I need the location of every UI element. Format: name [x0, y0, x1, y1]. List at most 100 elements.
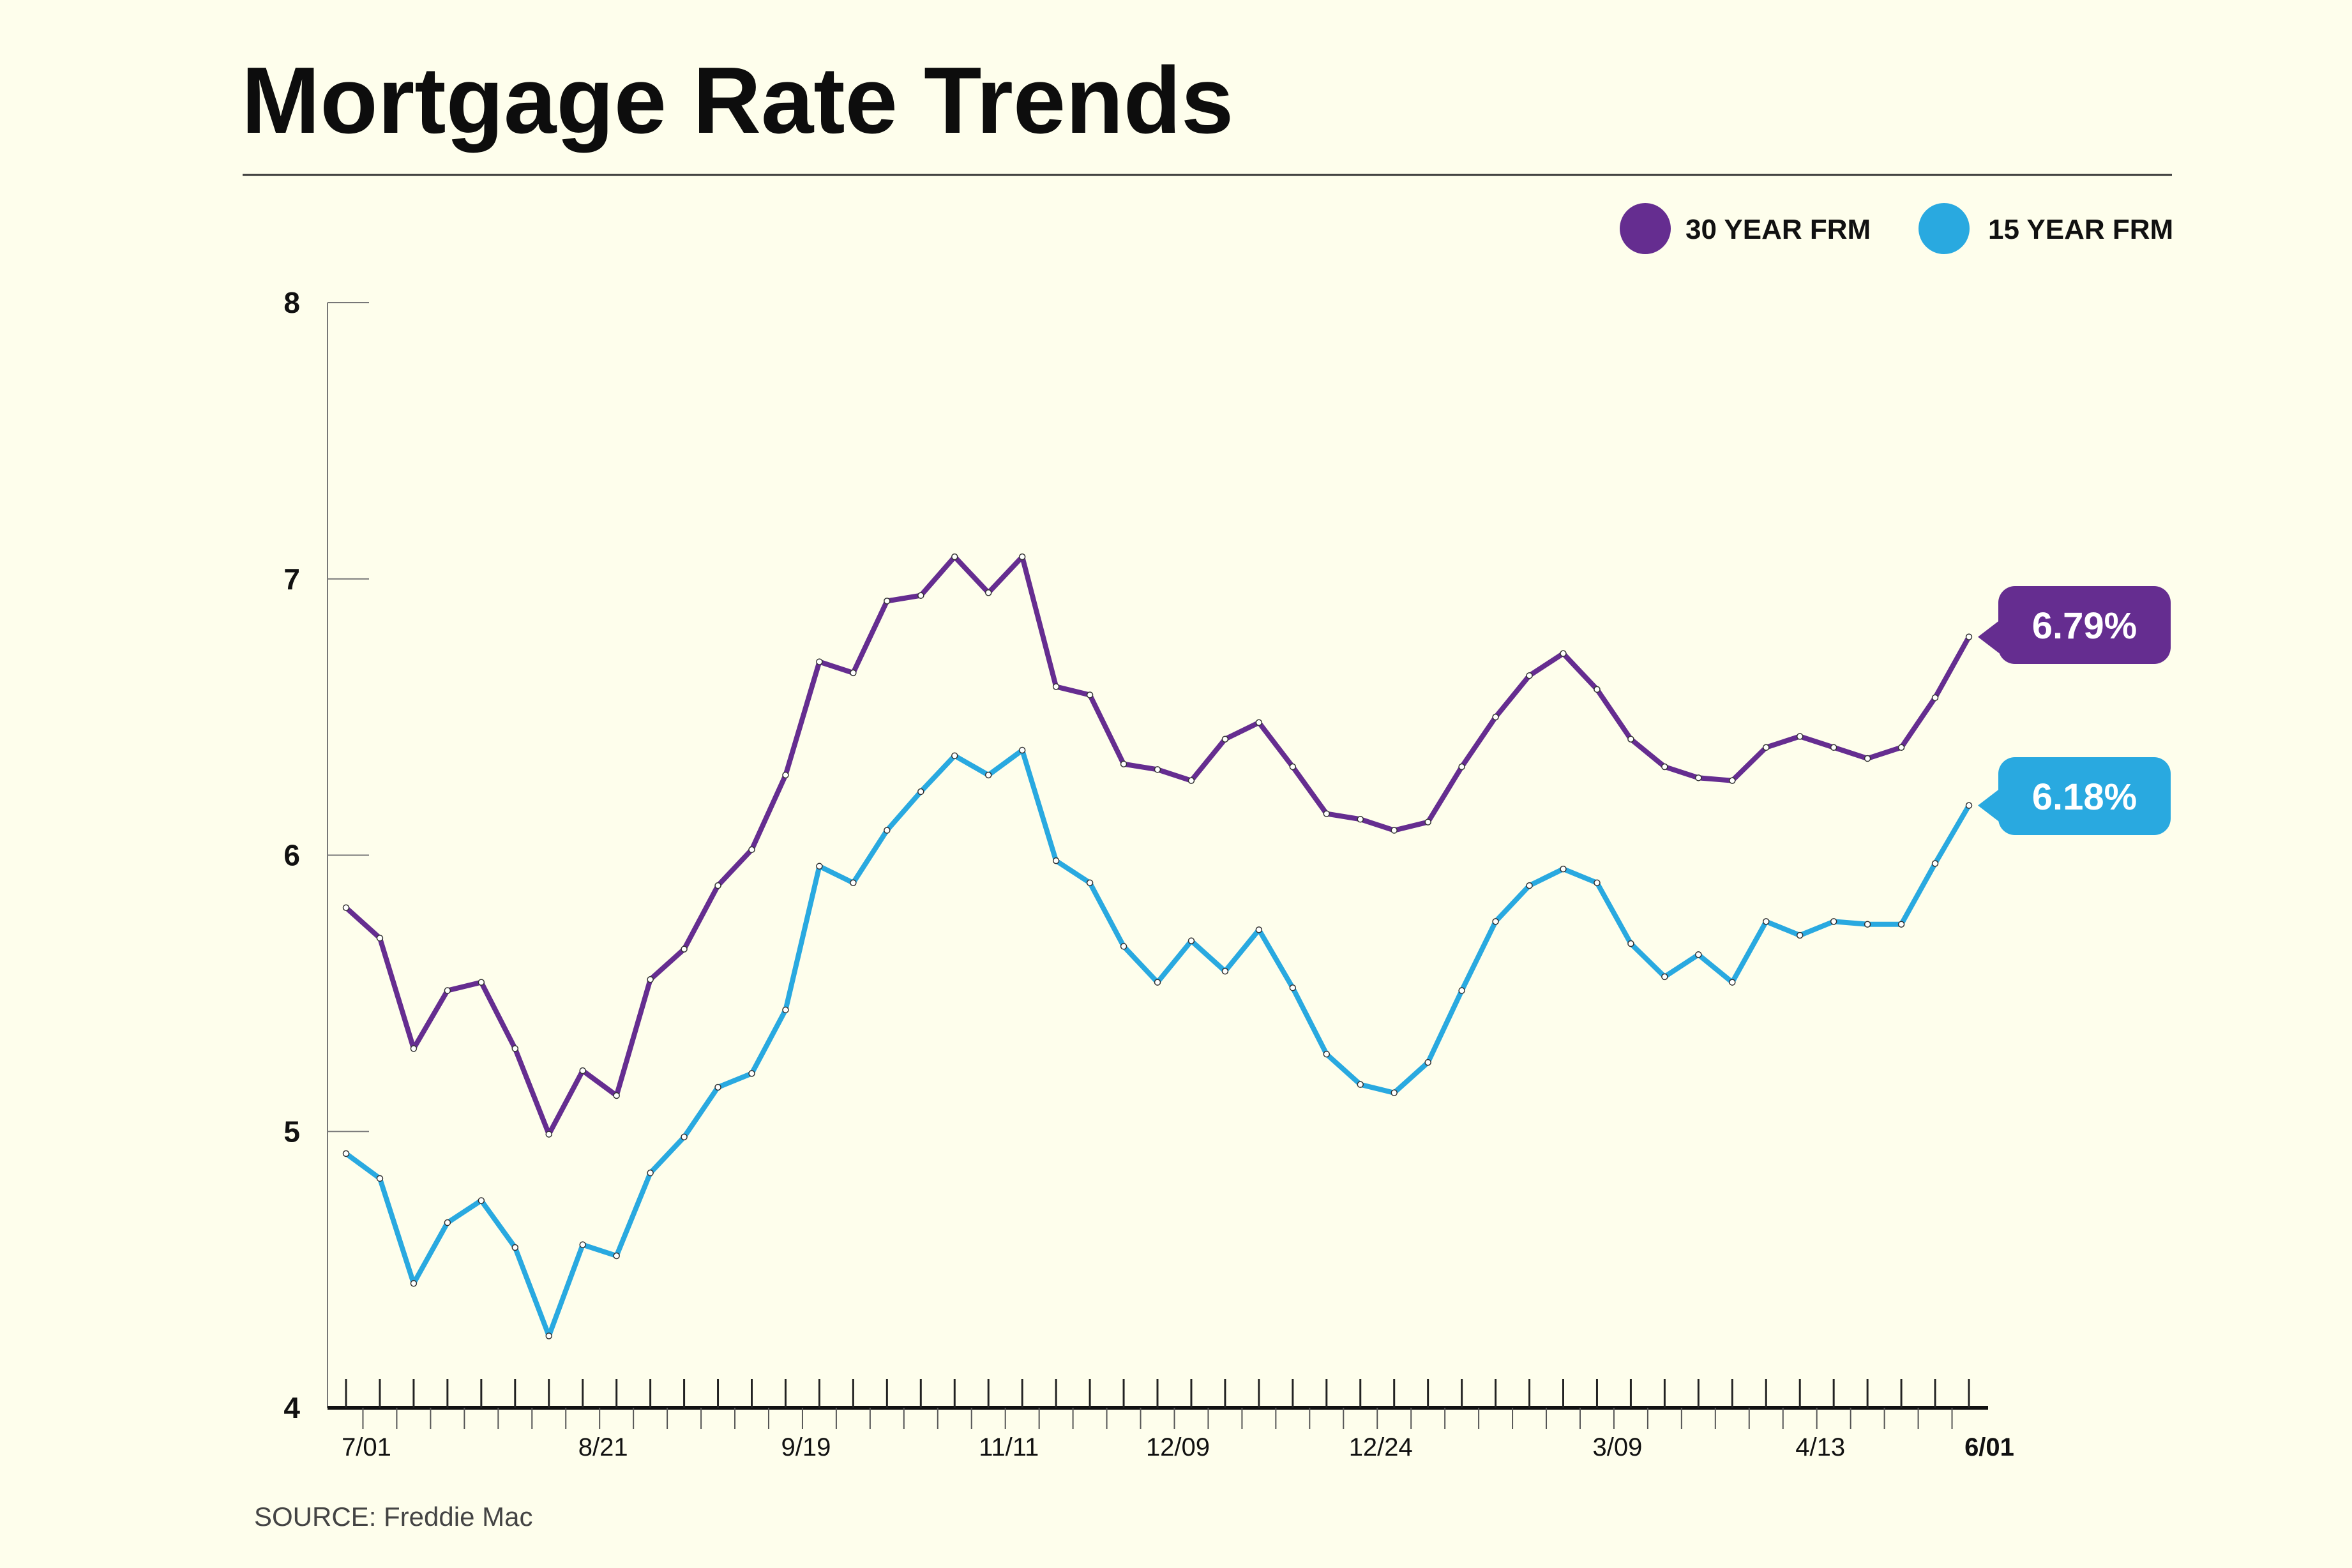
data-point: [545, 1131, 552, 1138]
data-point: [342, 1150, 350, 1157]
data-point: [1661, 763, 1668, 771]
data-point: [850, 669, 857, 677]
y-tick-label-6: 6: [283, 839, 300, 872]
data-point: [1931, 694, 1939, 702]
data-point: [1830, 918, 1837, 925]
data-point: [1695, 774, 1702, 781]
data-point: [1018, 553, 1026, 561]
data-point: [1729, 777, 1736, 784]
data-point: [1492, 918, 1499, 925]
data-point: [1965, 633, 1973, 640]
data-point: [748, 846, 755, 854]
data-point: [511, 1045, 519, 1052]
legend-label-15-year: 15 YEAR FRM: [1988, 214, 2173, 245]
callout-value-30-year: 6.79%: [2032, 605, 2137, 647]
data-point: [1492, 713, 1499, 721]
y-tick-label-5: 5: [283, 1115, 300, 1148]
data-point: [1560, 865, 1567, 873]
data-point: [1391, 1089, 1398, 1096]
data-point: [1323, 810, 1331, 817]
data-point: [714, 1083, 721, 1091]
data-point: [748, 1070, 755, 1077]
data-point: [1424, 818, 1431, 825]
data-point: [1255, 926, 1263, 933]
data-point: [1729, 979, 1736, 986]
y-tick-label-4: 4: [283, 1391, 300, 1424]
x-tick-label-3-09: 3/09: [1593, 1433, 1643, 1461]
data-point: [1289, 763, 1297, 771]
x-tick-label-9-19: 9/19: [781, 1433, 831, 1461]
data-point: [478, 979, 485, 986]
data-point: [647, 976, 654, 983]
data-point: [884, 598, 891, 605]
series-line-30-year: [343, 554, 1971, 1137]
data-point: [376, 935, 384, 942]
data-point: [613, 1252, 620, 1260]
callout-box-30-year: [1998, 586, 2171, 664]
axes: 8 7 6 5 4 7/01 8/21 9/19 11/11 12/09 12/24 3/09 4/13…: [283, 286, 2014, 1461]
data-point: [1526, 882, 1533, 889]
data-point: [647, 1169, 654, 1177]
data-point: [1052, 683, 1060, 690]
data-point: [376, 1175, 384, 1182]
data-point: [850, 879, 857, 887]
data-point: [444, 1219, 451, 1226]
data-point: [1323, 1050, 1331, 1058]
data-point: [1086, 879, 1094, 887]
data-point: [1187, 777, 1195, 784]
data-point: [917, 788, 924, 795]
x-tick-label-11-11: 11/11: [979, 1433, 1039, 1461]
data-point: [1763, 744, 1770, 751]
data-point: [1120, 943, 1127, 950]
data-point: [1221, 735, 1229, 743]
data-point: [1357, 1081, 1364, 1088]
data-point: [1864, 755, 1871, 762]
data-point: [444, 987, 451, 994]
data-point: [1661, 973, 1668, 981]
data-point: [1627, 735, 1634, 743]
data-point: [1221, 968, 1229, 975]
data-point: [1086, 691, 1094, 698]
y-tick-label-8: 8: [283, 286, 300, 319]
data-point: [342, 904, 350, 911]
data-point: [1526, 672, 1533, 679]
data-point: [1594, 686, 1601, 693]
data-point: [1154, 766, 1161, 773]
data-point: [1897, 744, 1905, 751]
data-point: [1289, 984, 1297, 991]
data-point: [984, 589, 992, 596]
x-tick-label-4-13: 4/13: [1795, 1433, 1845, 1461]
x-tick-label-7-01: 7/01: [342, 1433, 391, 1461]
data-point: [1560, 650, 1567, 657]
data-point: [681, 1133, 688, 1141]
source-note: SOURCE: Freddie Mac: [254, 1502, 532, 1532]
data-point: [545, 1332, 552, 1339]
data-point: [511, 1244, 519, 1251]
data-point: [1796, 733, 1804, 740]
data-point: [579, 1241, 586, 1248]
end-callouts: 6.79% 6.18%: [1978, 586, 2171, 835]
series-line-15-year: [343, 748, 1971, 1339]
data-point: [1154, 979, 1161, 986]
data-point: [1627, 940, 1634, 947]
data-point: [410, 1280, 418, 1287]
data-point: [478, 1197, 485, 1204]
data-point: [1391, 827, 1398, 834]
data-point: [1187, 937, 1195, 944]
data-point: [1965, 802, 1973, 809]
data-point: [1763, 918, 1770, 925]
data-point: [613, 1092, 620, 1099]
x-tick-label-12-09: 12/09: [1146, 1433, 1210, 1461]
data-point: [782, 1006, 789, 1014]
data-point: [579, 1067, 586, 1074]
data-point: [782, 771, 789, 779]
x-tick-label-6-01: 6/01: [1964, 1433, 2014, 1461]
data-point: [816, 658, 823, 665]
data-point: [1897, 921, 1905, 928]
callout-pointer-15-year: [1978, 788, 2000, 822]
data-point: [1864, 921, 1871, 928]
data-point: [816, 863, 823, 870]
data-point: [1458, 987, 1465, 994]
data-point: [681, 946, 688, 953]
